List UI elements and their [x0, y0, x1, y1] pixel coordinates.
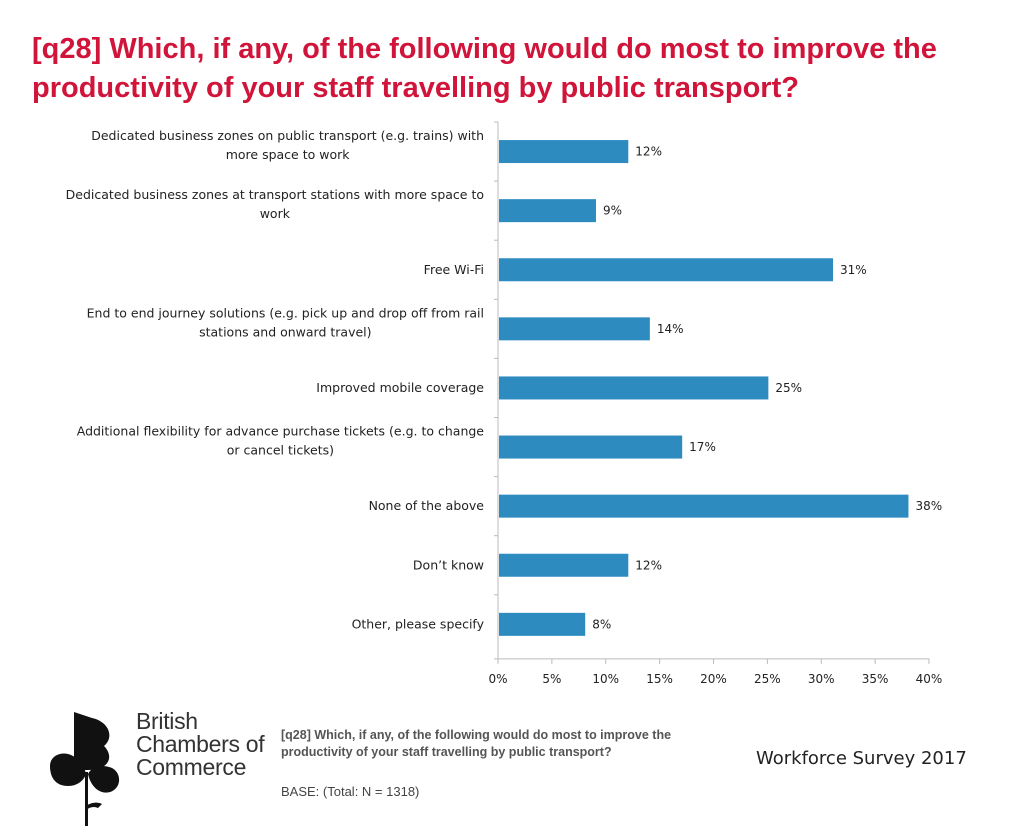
category-label-line: stations and onward travel): [199, 324, 371, 339]
x-tick-label: 40%: [916, 672, 943, 686]
x-tick-label: 25%: [754, 672, 781, 686]
category-label-line: Don’t know: [413, 557, 484, 572]
category-label-line: Additional flexibility for advance purch…: [77, 424, 485, 439]
wordmark-line: Commerce: [136, 754, 247, 780]
category-label-line: Dedicated business zones on public trans…: [91, 128, 484, 143]
wordmark-line: British: [136, 708, 198, 734]
category-label: Dedicated business zones at transport st…: [66, 187, 484, 221]
bar: [499, 258, 834, 282]
bar: [499, 612, 586, 636]
category-label-line: Improved mobile coverage: [316, 380, 484, 395]
bar-chart: 12% Dedicated business zones on public tr…: [66, 121, 943, 686]
x-tick-label: 0%: [488, 672, 507, 686]
x-tick-label: 5%: [542, 672, 561, 686]
bar: [499, 494, 909, 518]
wordmark-line: Chambers of: [136, 731, 265, 757]
value-label: 25%: [775, 381, 802, 395]
category-label-line: more space to work: [226, 147, 351, 162]
category-label-line: work: [260, 206, 291, 221]
value-label: 9%: [603, 204, 622, 218]
x-tick-label: 30%: [808, 672, 835, 686]
x-tick-label: 15%: [646, 672, 673, 686]
category-label: End to end journey solutions (e.g. pick …: [87, 305, 484, 339]
x-tick-label: 35%: [862, 672, 889, 686]
category-label: None of the above: [369, 498, 485, 513]
category-label: Additional flexibility for advance purch…: [77, 424, 485, 458]
bar: [499, 199, 596, 223]
value-label: 31%: [840, 263, 867, 277]
value-label: 12%: [635, 145, 662, 159]
bar: [499, 376, 769, 400]
survey-name: Workforce Survey 2017: [756, 748, 967, 769]
page-title: [q28] Which, if any, of the following wo…: [32, 33, 937, 104]
x-tick-label: 20%: [700, 672, 727, 686]
category-label: Don’t know: [413, 557, 484, 572]
value-label: 12%: [635, 558, 662, 572]
bar: [499, 553, 629, 577]
question-footnote: [q28] Which, if any, of the following wo…: [281, 728, 672, 759]
category-label: Other, please specify: [352, 616, 485, 631]
category-label-line: Dedicated business zones at transport st…: [66, 187, 484, 202]
bcc-wordmark: British Chambers of Commerce: [136, 708, 265, 780]
category-label-line: Other, please specify: [352, 616, 485, 631]
base-note: BASE: (Total: N = 1318): [281, 784, 420, 799]
category-label-line: Free Wi-Fi: [424, 262, 484, 277]
value-label: 38%: [915, 499, 942, 513]
bar: [499, 317, 650, 341]
bar: [499, 435, 683, 459]
bar: [499, 140, 629, 164]
category-label-line: End to end journey solutions (e.g. pick …: [87, 305, 484, 320]
category-label: Improved mobile coverage: [316, 380, 484, 395]
value-label: 17%: [689, 440, 716, 454]
category-label-line: or cancel tickets): [227, 443, 334, 458]
x-tick-label: 10%: [592, 672, 619, 686]
bcc-logo-icon: [50, 712, 120, 826]
value-label: 14%: [657, 322, 684, 336]
category-label: Dedicated business zones on public trans…: [91, 128, 484, 162]
category-label-line: None of the above: [369, 498, 485, 513]
value-label: 8%: [592, 617, 611, 631]
category-label: Free Wi-Fi: [424, 262, 484, 277]
